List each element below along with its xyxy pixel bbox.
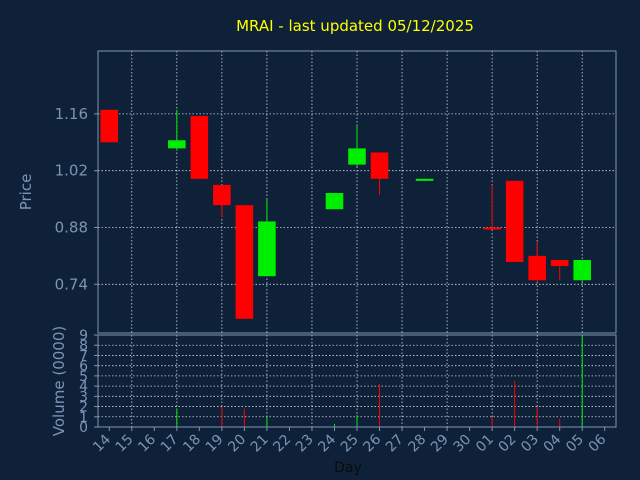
candle-body [415, 178, 434, 181]
volume-tick-label: 2 [79, 400, 88, 416]
price-tick-label: 0.74 [55, 275, 88, 293]
candle-body [258, 221, 276, 277]
candle-body [348, 148, 366, 165]
candles [100, 109, 592, 319]
volume-tick-label: 4 [79, 379, 88, 395]
volume-tick-label: 3 [79, 389, 88, 405]
price-tick-label: 1.16 [55, 105, 88, 123]
volume-tick-label: 0 [79, 420, 88, 436]
candle-body [325, 193, 344, 210]
volume-tick-label: 5 [79, 369, 88, 385]
candle-body [505, 180, 524, 262]
price-tick-label: 0.88 [55, 219, 88, 237]
volume-tick-label: 9 [79, 328, 88, 344]
candle-body [235, 205, 254, 319]
candle-body [100, 109, 119, 143]
candle-body [483, 227, 501, 230]
price-axis: 1.16 1.02 0.88 0.74 [55, 105, 98, 293]
volume-grid [98, 335, 616, 427]
candle-body [370, 152, 389, 179]
volume-tick-label: 7 [79, 348, 88, 364]
candle-body [528, 255, 546, 281]
x-axis-label: Day [334, 460, 362, 476]
candle-body [573, 259, 592, 281]
volume-tick-label: 6 [79, 359, 88, 375]
volume-tick-label: 8 [79, 338, 88, 354]
price-tick-label: 1.02 [55, 162, 88, 180]
candle-body [550, 259, 569, 267]
price-panel-frame [97, 50, 617, 334]
candle-body [168, 140, 186, 149]
chart-title: MRAI - last updated 05/12/2025 [236, 17, 474, 35]
volume-tick-label: 1 [79, 410, 88, 426]
price-axis-label: Price [17, 174, 35, 211]
candle-body [213, 184, 231, 206]
volume-axis-label: Volume (0000) [50, 326, 68, 436]
price-grid [98, 51, 616, 333]
volume-bars [176, 335, 583, 427]
candle-body [190, 115, 209, 179]
